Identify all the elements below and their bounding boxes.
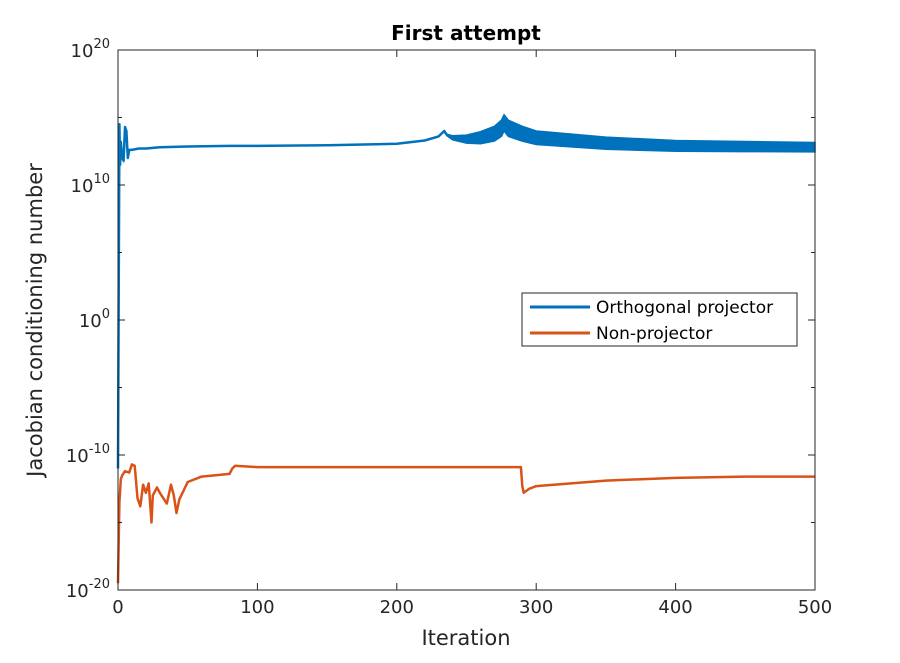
x-tick-label: 500 <box>798 597 832 618</box>
chart-title: First attempt <box>391 21 541 45</box>
tick-layer: 0 100 200 300 400 500 10-20 10-10 100 1010 1020 <box>66 37 832 618</box>
legend-label-non-projector: Non-projector <box>596 324 712 344</box>
x-tick-label: 100 <box>240 597 274 618</box>
series-line-orthogonal-projector <box>116 121 816 469</box>
y-tick-label: 10-20 <box>66 577 110 602</box>
legend-box <box>521 292 798 347</box>
y-axis-label: Jacobian conditioning number <box>23 163 47 479</box>
x-axis-label: Iteration <box>421 626 510 650</box>
x-tick-label: 200 <box>380 597 414 618</box>
y-tick-label: 10-10 <box>66 442 110 467</box>
legend: Orthogonal projector Non-projector <box>521 292 798 347</box>
legend-label-orthogonal-projector: Orthogonal projector <box>596 298 773 318</box>
y-tick-label: 1010 <box>71 172 110 197</box>
y-tick-label: 1020 <box>71 37 110 62</box>
y-tick-label: 100 <box>79 307 110 332</box>
x-tick-label: 0 <box>112 597 123 618</box>
series-non-projector <box>116 463 816 584</box>
x-tick-label: 300 <box>519 597 553 618</box>
x-tick-label: 400 <box>658 597 692 618</box>
